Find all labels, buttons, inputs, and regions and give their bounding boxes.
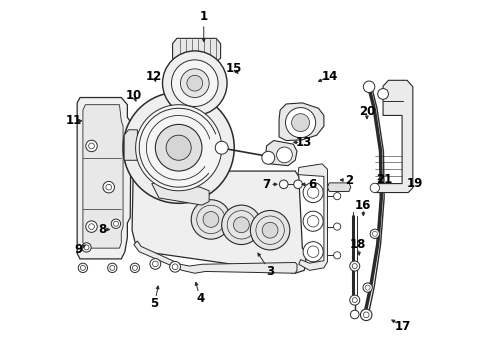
Circle shape <box>166 135 191 160</box>
Circle shape <box>334 252 341 259</box>
Circle shape <box>350 261 360 271</box>
Circle shape <box>303 242 323 262</box>
Circle shape <box>180 69 209 98</box>
Circle shape <box>86 140 97 152</box>
Text: 12: 12 <box>146 69 162 82</box>
Circle shape <box>286 108 316 138</box>
Circle shape <box>276 147 293 163</box>
Circle shape <box>108 263 117 273</box>
Text: 2: 2 <box>345 174 353 186</box>
Text: 10: 10 <box>126 89 142 102</box>
Circle shape <box>303 211 323 231</box>
Circle shape <box>111 219 121 228</box>
Text: 7: 7 <box>263 178 270 191</box>
Circle shape <box>334 223 341 230</box>
Text: 13: 13 <box>296 136 312 149</box>
Circle shape <box>203 212 219 227</box>
Text: 6: 6 <box>308 178 317 191</box>
Circle shape <box>187 75 203 91</box>
Circle shape <box>350 295 360 305</box>
Circle shape <box>136 105 221 191</box>
Polygon shape <box>77 98 131 259</box>
Circle shape <box>364 81 375 93</box>
Text: 11: 11 <box>66 114 82 127</box>
Polygon shape <box>172 39 220 62</box>
Circle shape <box>303 183 323 203</box>
Circle shape <box>234 217 249 233</box>
Text: 1: 1 <box>200 10 208 23</box>
Circle shape <box>123 92 234 203</box>
Text: 17: 17 <box>394 320 411 333</box>
Polygon shape <box>298 164 327 270</box>
Polygon shape <box>327 183 351 192</box>
Circle shape <box>262 151 275 164</box>
Text: 18: 18 <box>350 238 366 251</box>
Circle shape <box>191 200 231 239</box>
Text: 20: 20 <box>359 105 375 118</box>
Circle shape <box>262 222 278 238</box>
Text: 15: 15 <box>225 62 242 75</box>
Polygon shape <box>152 182 209 205</box>
Circle shape <box>82 243 91 252</box>
Circle shape <box>86 221 97 232</box>
Circle shape <box>370 183 379 193</box>
Polygon shape <box>375 80 413 193</box>
Circle shape <box>155 125 202 171</box>
Circle shape <box>279 180 288 189</box>
Text: 4: 4 <box>196 292 204 305</box>
Circle shape <box>294 180 302 189</box>
Text: 9: 9 <box>74 243 82 256</box>
Circle shape <box>78 263 88 273</box>
Text: 19: 19 <box>407 177 423 190</box>
Polygon shape <box>83 105 123 248</box>
Text: 3: 3 <box>266 265 274 278</box>
Circle shape <box>327 184 335 191</box>
Circle shape <box>130 263 140 273</box>
Circle shape <box>370 229 379 238</box>
Circle shape <box>172 60 218 107</box>
Circle shape <box>163 51 227 116</box>
Text: 21: 21 <box>376 173 392 186</box>
Circle shape <box>250 211 290 250</box>
Circle shape <box>170 261 180 272</box>
Polygon shape <box>279 103 324 140</box>
Circle shape <box>215 141 228 154</box>
Polygon shape <box>124 130 137 160</box>
Text: 14: 14 <box>322 69 339 82</box>
Text: 5: 5 <box>150 297 159 310</box>
Polygon shape <box>266 140 297 166</box>
Text: 8: 8 <box>98 223 107 236</box>
Polygon shape <box>134 241 297 273</box>
Circle shape <box>350 310 359 319</box>
Polygon shape <box>132 171 306 273</box>
Circle shape <box>103 181 115 193</box>
Circle shape <box>361 309 372 320</box>
Text: 16: 16 <box>355 199 371 212</box>
Circle shape <box>150 258 161 269</box>
Circle shape <box>378 89 389 99</box>
Circle shape <box>363 283 372 292</box>
Circle shape <box>292 114 310 132</box>
Circle shape <box>221 205 261 244</box>
Circle shape <box>334 193 341 200</box>
